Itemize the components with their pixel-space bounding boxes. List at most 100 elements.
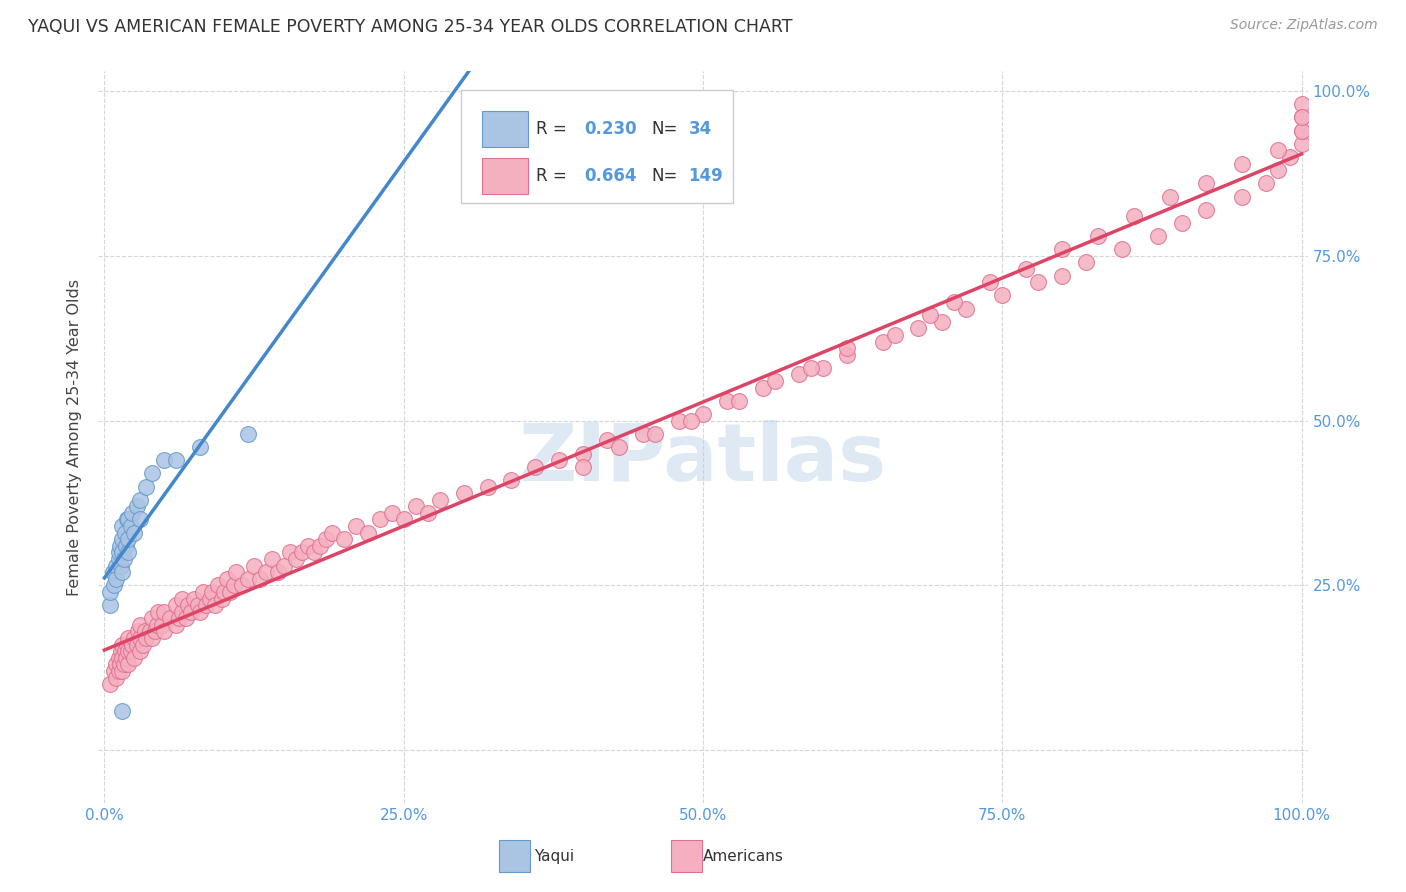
Point bbox=[1230, 189, 1253, 203]
Point bbox=[150, 618, 173, 632]
Point bbox=[165, 453, 187, 467]
Point bbox=[132, 638, 155, 652]
Point bbox=[1195, 177, 1218, 191]
Text: R =: R = bbox=[536, 167, 567, 185]
Point bbox=[107, 650, 129, 665]
Point bbox=[174, 611, 197, 625]
Point bbox=[111, 519, 134, 533]
Point bbox=[943, 295, 966, 310]
Point bbox=[315, 533, 337, 547]
Point bbox=[159, 611, 181, 625]
Point bbox=[100, 585, 122, 599]
Point bbox=[146, 618, 169, 632]
Point bbox=[124, 525, 146, 540]
Point bbox=[167, 611, 190, 625]
Point bbox=[201, 585, 224, 599]
Point bbox=[1087, 229, 1109, 244]
Point bbox=[1074, 255, 1097, 269]
Point bbox=[344, 519, 367, 533]
Y-axis label: Female Poverty Among 25-34 Year Olds: Female Poverty Among 25-34 Year Olds bbox=[67, 278, 83, 596]
Point bbox=[572, 459, 595, 474]
Point bbox=[1291, 111, 1313, 125]
Point bbox=[125, 638, 148, 652]
Text: ZIPatlas: ZIPatlas bbox=[519, 420, 887, 498]
Point bbox=[278, 545, 301, 559]
Point bbox=[111, 650, 134, 665]
Point bbox=[273, 558, 295, 573]
Point bbox=[117, 631, 139, 645]
Point bbox=[907, 321, 929, 335]
Point bbox=[107, 664, 129, 678]
Point bbox=[100, 677, 122, 691]
Text: Americans: Americans bbox=[703, 849, 785, 863]
Point bbox=[141, 611, 163, 625]
Text: N=: N= bbox=[651, 167, 678, 185]
Point bbox=[955, 301, 977, 316]
Point bbox=[129, 631, 152, 645]
Point bbox=[991, 288, 1014, 302]
Point bbox=[219, 585, 242, 599]
Point bbox=[101, 565, 124, 579]
Point bbox=[1230, 156, 1253, 170]
Point bbox=[1111, 242, 1133, 256]
Text: 34: 34 bbox=[689, 120, 711, 138]
Point bbox=[872, 334, 894, 349]
Point bbox=[141, 467, 163, 481]
Point bbox=[596, 434, 619, 448]
Point bbox=[1254, 177, 1277, 191]
Point bbox=[297, 539, 319, 553]
Point bbox=[188, 605, 211, 619]
Point bbox=[381, 506, 404, 520]
Point bbox=[165, 618, 187, 632]
Point bbox=[114, 525, 136, 540]
Point bbox=[1291, 136, 1313, 151]
Point bbox=[172, 591, 194, 606]
Point bbox=[284, 552, 307, 566]
Point bbox=[183, 591, 205, 606]
Point bbox=[177, 598, 200, 612]
Point bbox=[548, 453, 571, 467]
Point bbox=[180, 605, 202, 619]
Point bbox=[124, 631, 146, 645]
Point bbox=[1026, 275, 1049, 289]
Point bbox=[392, 512, 415, 526]
Point bbox=[477, 479, 499, 493]
Point bbox=[207, 578, 229, 592]
Point bbox=[129, 512, 152, 526]
Point bbox=[453, 486, 475, 500]
Point bbox=[120, 644, 142, 658]
Point bbox=[117, 512, 139, 526]
Point bbox=[165, 598, 187, 612]
Point bbox=[111, 545, 134, 559]
Point bbox=[114, 644, 136, 658]
Point bbox=[107, 545, 129, 559]
Text: 0.230: 0.230 bbox=[585, 120, 637, 138]
Point bbox=[1171, 216, 1194, 230]
Point bbox=[121, 506, 143, 520]
Text: N=: N= bbox=[651, 120, 678, 138]
Point bbox=[321, 525, 343, 540]
Point bbox=[883, 327, 905, 342]
Point bbox=[127, 624, 149, 639]
Point bbox=[198, 591, 221, 606]
Point bbox=[129, 644, 152, 658]
Point bbox=[143, 624, 166, 639]
Point bbox=[222, 578, 245, 592]
Point bbox=[260, 552, 283, 566]
Point bbox=[111, 565, 134, 579]
Point bbox=[1015, 262, 1038, 277]
Point bbox=[291, 545, 314, 559]
Point bbox=[631, 426, 654, 441]
Point bbox=[501, 473, 523, 487]
Point bbox=[254, 565, 277, 579]
Point bbox=[108, 539, 131, 553]
Point bbox=[692, 407, 714, 421]
Point bbox=[115, 512, 138, 526]
Point bbox=[117, 545, 139, 559]
Point bbox=[111, 704, 134, 718]
Point bbox=[302, 545, 325, 559]
Point bbox=[120, 519, 142, 533]
Point bbox=[1291, 97, 1313, 112]
Point bbox=[117, 533, 139, 547]
Point bbox=[135, 479, 157, 493]
